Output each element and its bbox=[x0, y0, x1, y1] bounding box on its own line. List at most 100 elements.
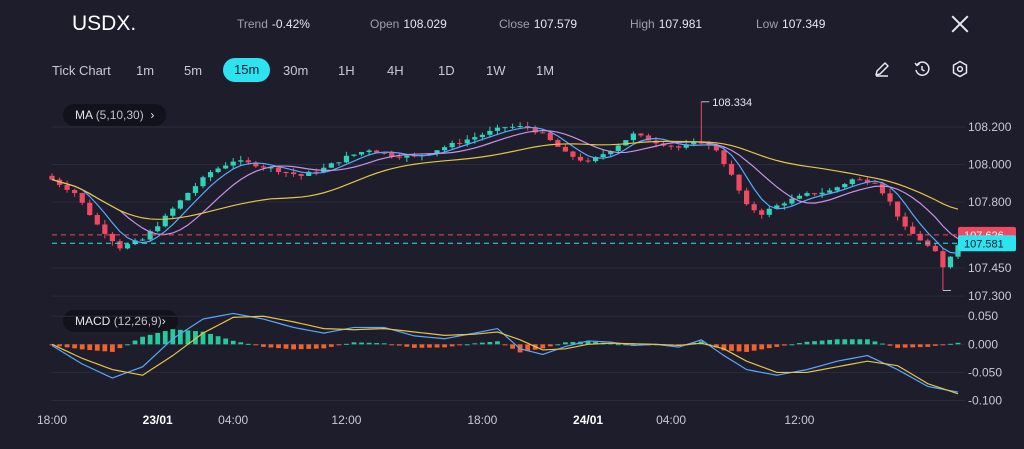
macd-histogram-bar bbox=[600, 342, 606, 345]
macd-histogram-bar bbox=[155, 332, 161, 345]
x-tick-label: 18:00 bbox=[467, 413, 497, 427]
candle-body bbox=[895, 201, 901, 217]
macd-histogram-bar bbox=[759, 344, 765, 350]
macd-indicator-pill[interactable]: MACD (12,26,9)› bbox=[63, 310, 178, 332]
macd-histogram-bar bbox=[630, 344, 636, 346]
macd-y-tick-label: 0.000 bbox=[968, 337, 998, 351]
macd-y-tick-label: -0.050 bbox=[968, 365, 1002, 379]
candle-body bbox=[751, 204, 757, 211]
candle-body bbox=[200, 177, 206, 187]
pencil-icon[interactable] bbox=[873, 60, 891, 78]
candle-body bbox=[774, 205, 780, 209]
candle-body bbox=[736, 174, 742, 191]
macd-histogram-bar bbox=[910, 344, 916, 348]
macd-histogram-bar bbox=[819, 340, 825, 345]
trend-stat: Trend -0.42% bbox=[237, 17, 310, 31]
candle-body bbox=[721, 150, 727, 164]
tab-30m[interactable]: 30m bbox=[283, 63, 309, 78]
macd-histogram-bar bbox=[895, 344, 900, 348]
macd-histogram-bar bbox=[525, 344, 531, 352]
tab-1d[interactable]: 1D bbox=[438, 63, 455, 78]
macd-histogram-bar bbox=[177, 329, 183, 345]
candle-body bbox=[358, 152, 365, 155]
macd-histogram-bar bbox=[691, 342, 697, 345]
candle-body bbox=[555, 140, 561, 147]
candle-body bbox=[464, 139, 470, 144]
candle-body bbox=[313, 171, 319, 173]
close-icon[interactable] bbox=[948, 12, 972, 36]
candle-body bbox=[759, 210, 765, 215]
tab-tick-chart[interactable]: Tick Chart bbox=[52, 63, 111, 78]
candle-body bbox=[449, 142, 455, 148]
macd-histogram-bar bbox=[276, 344, 281, 349]
macd-lines bbox=[51, 312, 959, 395]
macd-histogram-bar bbox=[268, 344, 274, 348]
candle-body bbox=[56, 179, 63, 185]
tab-15m[interactable]: 15m bbox=[223, 58, 271, 82]
candle-body bbox=[381, 152, 387, 154]
tab-1h[interactable]: 1H bbox=[338, 63, 355, 78]
macd-histogram-bar bbox=[955, 342, 961, 345]
macd-histogram-bar bbox=[857, 339, 863, 345]
macd-histogram-bar bbox=[714, 344, 719, 348]
x-tick-label: 04:00 bbox=[218, 413, 248, 427]
candle-body bbox=[374, 150, 380, 153]
history-icon[interactable] bbox=[913, 60, 931, 78]
macd-histogram-bar bbox=[396, 344, 402, 346]
candle-body bbox=[615, 145, 621, 152]
macd-histogram-bar bbox=[132, 340, 138, 345]
macd-y-tick-label: -0.100 bbox=[968, 394, 1002, 408]
price-y-tick-label: 107.800 bbox=[968, 195, 1012, 209]
candle-body bbox=[804, 193, 810, 196]
close-price-badge bbox=[958, 226, 1016, 243]
candle-body bbox=[457, 142, 463, 144]
candle-body bbox=[140, 239, 146, 241]
candle-body bbox=[207, 172, 214, 178]
candle-body bbox=[268, 167, 274, 169]
settings-icon[interactable] bbox=[951, 60, 969, 78]
macd-histogram-bar bbox=[827, 339, 833, 345]
macd-histogram-bar bbox=[162, 331, 168, 345]
ma-indicator-pill[interactable]: MA (5,10,30) › bbox=[63, 104, 167, 126]
macd-histogram-bar bbox=[344, 343, 349, 345]
tab-4h[interactable]: 4H bbox=[387, 63, 404, 78]
macd-histogram-bar bbox=[185, 330, 191, 345]
candle-body bbox=[653, 140, 659, 144]
macd-histogram-bar bbox=[223, 338, 229, 345]
high-stat: High 107.981 bbox=[630, 17, 703, 31]
candle-body bbox=[706, 143, 712, 145]
tab-5m[interactable]: 5m bbox=[184, 63, 203, 78]
peak-annotation-label: 108.334 bbox=[712, 97, 752, 109]
macd-histogram-bar bbox=[736, 344, 742, 352]
tab-1w[interactable]: 1W bbox=[486, 63, 506, 78]
candle-body bbox=[638, 133, 644, 136]
close-price-label: 107.626 bbox=[964, 230, 1004, 242]
macd-histogram-bar bbox=[253, 344, 259, 346]
candle-body bbox=[72, 189, 78, 194]
candle-body bbox=[593, 157, 599, 162]
macd-histogram-bar bbox=[932, 344, 938, 346]
candle-body bbox=[147, 231, 153, 240]
macd-histogram-bar bbox=[676, 344, 682, 346]
macd-histogram-bar bbox=[193, 331, 198, 345]
macd-histogram-bar bbox=[381, 343, 387, 345]
candle-body bbox=[691, 142, 697, 145]
low-value: 107.349 bbox=[782, 17, 826, 31]
macd-histogram-bar bbox=[608, 343, 614, 345]
tab-1m-month[interactable]: 1M bbox=[536, 63, 555, 78]
macd-histogram-bar bbox=[593, 341, 598, 345]
candle-body bbox=[570, 151, 576, 157]
candle-body bbox=[64, 184, 70, 190]
macd-histogram-bar bbox=[87, 344, 93, 351]
tab-1m[interactable]: 1m bbox=[136, 63, 155, 78]
candle-body bbox=[275, 167, 282, 173]
candle-body bbox=[562, 146, 568, 152]
candle-body bbox=[291, 172, 297, 175]
candle-body bbox=[336, 162, 342, 164]
macd-histogram-bar bbox=[623, 344, 629, 346]
candle-body bbox=[834, 187, 840, 191]
x-axis-labels: 18:00 23/01 04:00 12:00 18:00 24/01 04:00 12:00 bbox=[37, 413, 815, 427]
macd-histogram-bar bbox=[321, 344, 327, 349]
macd-histogram-bar bbox=[706, 344, 712, 346]
